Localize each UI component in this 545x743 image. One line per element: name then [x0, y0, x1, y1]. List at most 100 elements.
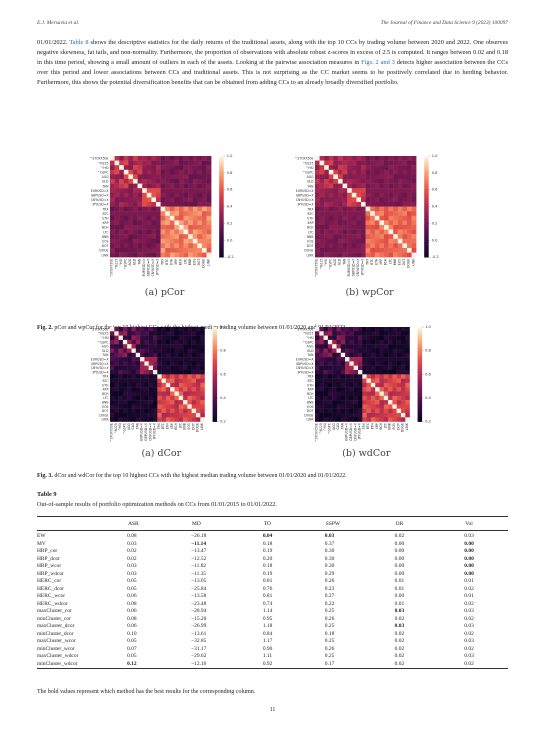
heatmap-cell — [319, 382, 324, 388]
heatmap-cell — [160, 252, 166, 258]
heatmap-cell — [370, 357, 376, 362]
heatmap-cell — [358, 339, 363, 345]
heatmap-cell — [148, 348, 154, 353]
table-8-link[interactable]: Table 8 — [69, 39, 89, 46]
heatmap-column-label: TRX — [362, 422, 366, 430]
heatmap-cell — [192, 229, 198, 235]
heatmap-cell — [375, 404, 380, 409]
column-header-vol: Vol — [464, 516, 508, 531]
heatmap-cell — [327, 352, 333, 358]
heatmap-cell — [342, 243, 348, 249]
heatmap-cell — [345, 391, 350, 396]
heatmap-cell — [191, 387, 197, 392]
heatmap-cell — [169, 188, 175, 193]
heatmap-cell — [362, 374, 367, 379]
heatmap-cell — [191, 327, 197, 332]
heatmap-cell — [137, 225, 143, 230]
heatmap-cell — [135, 400, 141, 405]
colorbar-segment — [212, 331, 218, 335]
heatmap-cell — [192, 183, 198, 189]
figs-2-3-link[interactable]: Figs. 2 and 3 — [361, 59, 395, 66]
heatmap-row-label: DOT — [102, 409, 109, 413]
heatmap-cell — [131, 344, 136, 349]
heatmap-cell — [174, 243, 180, 249]
heatmap-cell — [191, 344, 197, 349]
colorbar-segment — [219, 188, 224, 192]
heatmap-cell — [370, 391, 376, 396]
colorbar-segment — [424, 239, 429, 243]
heatmap-cell — [342, 197, 348, 203]
heatmap-cell — [156, 229, 161, 235]
heatmap-cell — [165, 215, 170, 221]
heatmap-cell — [375, 339, 380, 345]
heatmap-cell — [174, 220, 180, 226]
colorbar-segment — [212, 367, 218, 370]
heatmap-cell — [353, 335, 359, 341]
heatmap-cell — [388, 352, 393, 358]
colorbar-segment — [424, 252, 429, 255]
heatmap-cell — [396, 413, 402, 418]
heatmap-cell — [169, 197, 175, 203]
heatmap-cell — [327, 395, 333, 401]
heatmap-row-label: GBPUSD=X — [91, 362, 110, 366]
heatmap-cell — [174, 211, 180, 216]
heatmap-cell — [333, 188, 339, 193]
heatmap-cell — [178, 391, 184, 396]
value-cell: 0.02 — [394, 638, 405, 644]
heatmap-cell — [110, 391, 115, 396]
heatmap-cell — [127, 370, 132, 375]
heatmap-cell — [327, 344, 333, 349]
heatmap-cell — [165, 404, 171, 409]
heatmap-cell — [156, 215, 161, 221]
heatmap-cell — [388, 248, 394, 253]
heatmap-cell — [379, 400, 384, 405]
heatmap-cell — [402, 238, 408, 244]
heatmap-cell — [384, 192, 389, 198]
heatmap-cell — [110, 331, 115, 336]
heatmap-cell — [383, 365, 389, 371]
heatmap-cell — [397, 206, 403, 212]
heatmap-cell — [135, 348, 141, 353]
heatmap-cell — [183, 211, 189, 216]
value-cell: 0.95 — [262, 615, 273, 622]
panel-label: (b) wpCor — [345, 287, 394, 298]
heatmap-cell — [119, 156, 124, 161]
heatmap-cell — [114, 348, 119, 353]
colorbar-segment — [424, 168, 429, 172]
heatmap-column-label: ^GSPC — [124, 259, 128, 270]
heatmap-cell — [206, 220, 212, 226]
heatmap-cell — [157, 408, 162, 414]
heatmap-cell — [196, 357, 201, 362]
value-cell: 0.05 — [127, 653, 137, 659]
heatmap-wdcor: ^STOXX50E^N225^HSI^GSPCAGGGLDTANEURUSD=X… — [295, 325, 432, 459]
heatmap-cell — [362, 365, 367, 371]
heatmap-cell — [151, 197, 157, 203]
colorbar-segment — [424, 163, 429, 167]
colorbar-segment — [417, 376, 423, 380]
colorbar-segment — [219, 252, 224, 255]
heatmap-cell — [332, 365, 337, 371]
heatmap-cell — [324, 206, 329, 212]
heatmap-row-label: LINK — [102, 253, 110, 257]
heatmap-cell — [128, 169, 134, 175]
heatmap-cell — [123, 197, 129, 203]
heatmap-cell — [122, 357, 128, 362]
heatmap-cell — [370, 179, 375, 184]
heatmap-cell — [336, 327, 341, 332]
heatmap-cell — [366, 365, 372, 371]
heatmap-cell — [183, 252, 189, 258]
colorbar-segment — [424, 183, 429, 187]
heatmap-cell — [140, 327, 145, 332]
heatmap-cell — [118, 327, 124, 332]
heatmap-cell — [328, 220, 334, 226]
colorbar-tick-label: 0.4 — [227, 205, 233, 209]
value-cell: −11.14 — [191, 540, 207, 547]
heatmap-cell — [165, 417, 171, 422]
heatmap-cell — [151, 229, 157, 235]
heatmap-cell — [142, 248, 147, 253]
heatmap-cell — [188, 156, 193, 161]
heatmap-cell — [123, 225, 129, 230]
colorbar-segment — [212, 343, 218, 347]
heatmap-cell — [161, 357, 167, 362]
heatmap-cell — [370, 197, 375, 203]
